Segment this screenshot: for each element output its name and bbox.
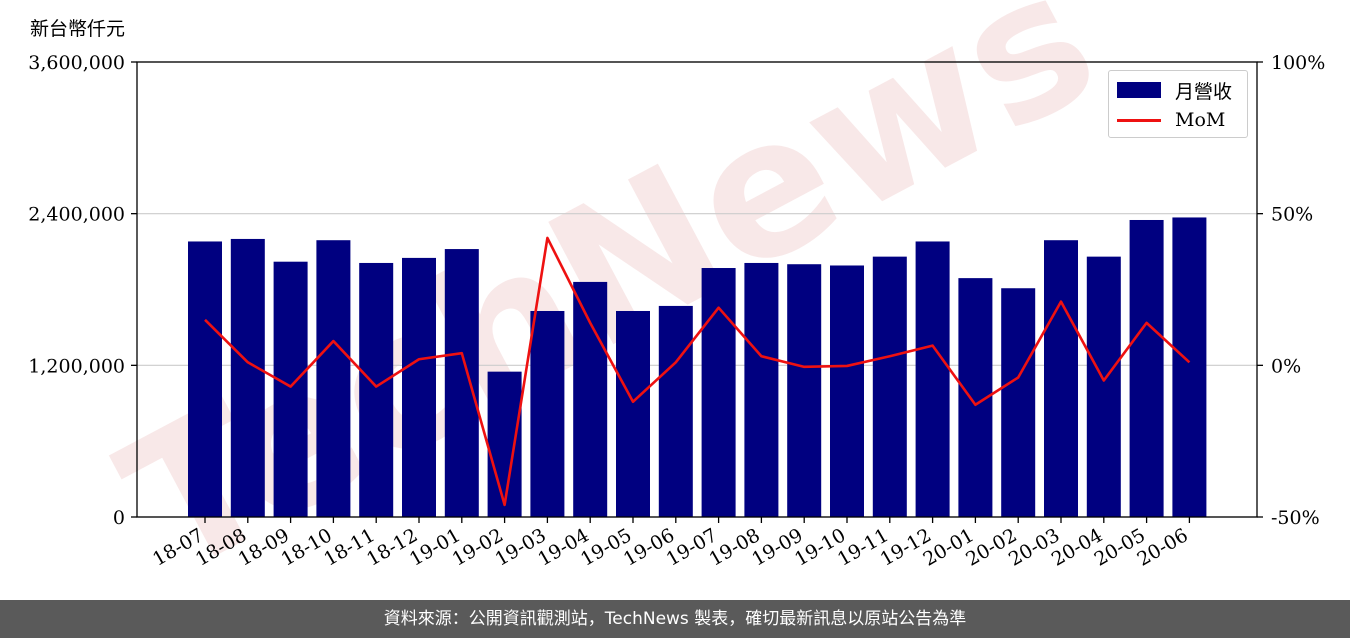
bar [1086, 256, 1121, 517]
bar [316, 240, 351, 518]
left-tick-label: 0 [113, 507, 125, 529]
bars [188, 217, 1207, 518]
bar [1044, 240, 1078, 518]
legend-item-revenue: 月營收 [1117, 77, 1232, 103]
bar [787, 264, 822, 517]
right-tick-label: -50% [1271, 507, 1320, 529]
bar [402, 257, 436, 517]
mom-line-path [204, 236, 1191, 507]
bar [701, 268, 736, 517]
bar [273, 261, 308, 517]
bar [188, 241, 222, 517]
bar [573, 281, 608, 517]
legend: 月營收 MoM [1108, 70, 1248, 138]
left-tick-label: 3,600,000 [28, 52, 125, 74]
y-tick-labels: 0 1,200,000 2,400,000 3,600,000 -50% 0% 50% 100… [28, 52, 1325, 529]
bar [658, 305, 693, 517]
axes [131, 61, 1263, 523]
right-tick-label: 0% [1271, 355, 1301, 377]
source-footer: 資料來源：公開資訊觀測站，TechNews 製表，確切最新訊息以原站公告為準 [0, 600, 1350, 638]
bar [487, 371, 522, 517]
bar [830, 265, 864, 517]
legend-item-mom: MoM [1117, 107, 1225, 133]
left-tick-label: 2,400,000 [28, 204, 125, 226]
plot-frame [136, 61, 1258, 518]
bar [616, 310, 650, 517]
bar [1129, 219, 1164, 517]
bar [230, 238, 265, 517]
legend-line-swatch [1117, 112, 1161, 128]
bar [359, 262, 394, 517]
left-axis-unit-label: 新台幣仟元 [30, 18, 126, 40]
chart: TechNews 18-0718-0818-0918-1018-1118-121… [28, 0, 1325, 600]
right-tick-label: 100% [1271, 52, 1325, 74]
legend-bar-swatch [1117, 82, 1161, 98]
mom-line [204, 236, 1191, 507]
right-tick-label: 50% [1271, 204, 1313, 226]
legend-label-revenue: 月營收 [1175, 80, 1233, 103]
bar [1172, 217, 1207, 518]
bar [915, 241, 950, 517]
bar [530, 310, 565, 517]
bar [872, 256, 907, 517]
bar [744, 262, 779, 517]
left-tick-label: 1,200,000 [28, 355, 125, 377]
bar [444, 249, 479, 518]
legend-label-mom: MoM [1175, 109, 1226, 131]
bar [1001, 288, 1036, 517]
x-tick-label: 20-06 [1133, 524, 1191, 570]
